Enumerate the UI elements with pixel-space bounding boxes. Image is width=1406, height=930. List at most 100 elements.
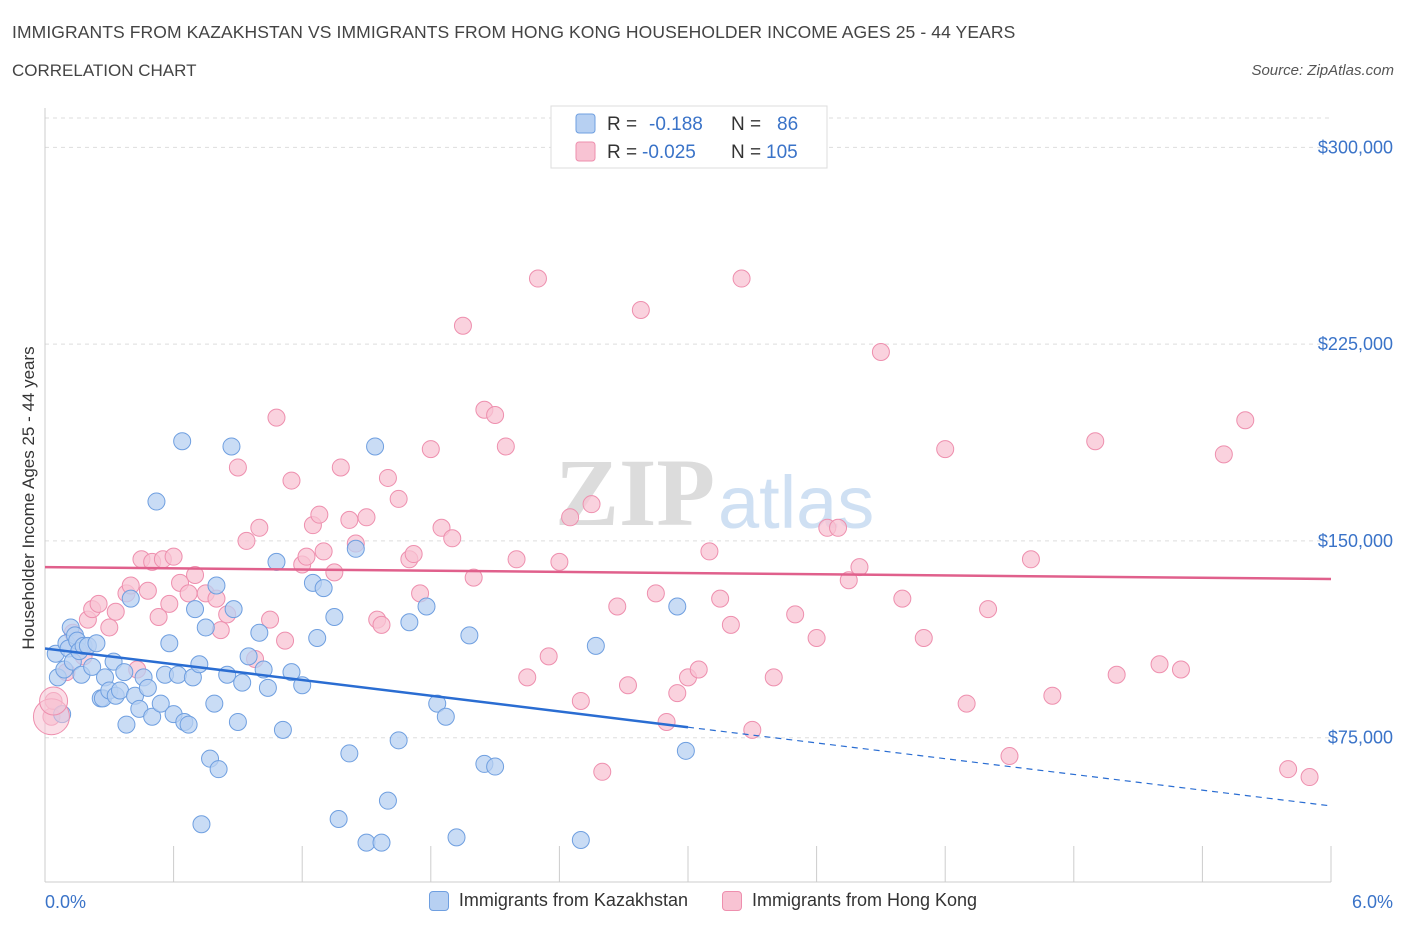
kazakhstan-point xyxy=(282,663,301,682)
hongkong-point xyxy=(261,610,280,629)
legend-r-label: R = xyxy=(607,114,637,135)
hongkong-point xyxy=(528,269,547,288)
hongkong-point xyxy=(297,547,316,566)
kazakhstan-point xyxy=(115,663,134,682)
hongkong-point xyxy=(582,495,601,514)
x-tick-label: 0.0% xyxy=(45,892,86,912)
legend-r-value: -0.025 xyxy=(642,142,696,163)
chart-title: IMMIGRANTS FROM KAZAKHSTAN VS IMMIGRANTS… xyxy=(12,22,1016,42)
kazakhstan-point xyxy=(325,608,344,627)
hongkong-point xyxy=(571,691,590,710)
y-axis-label: Householder Income Ages 25 - 44 years xyxy=(19,346,38,649)
hongkong-point xyxy=(764,668,783,687)
hongkong-point xyxy=(340,510,359,529)
hongkong-point xyxy=(100,618,119,637)
hongkong-point xyxy=(608,597,627,616)
hongkong-point xyxy=(138,581,157,600)
hongkong-point xyxy=(1171,660,1190,679)
hongkong-point xyxy=(149,608,168,627)
legend-n-label: N = xyxy=(731,114,761,135)
y-tick-label: $300,000 xyxy=(1318,137,1393,157)
hongkong-point xyxy=(404,545,423,564)
x-tick-labels: 0.0% 6.0% xyxy=(45,892,1393,912)
hongkong-point xyxy=(314,542,333,561)
kazakhstan-point xyxy=(222,437,241,456)
hongkong-point xyxy=(593,762,612,781)
hongkong-point xyxy=(325,563,344,582)
watermark-zip: ZIP xyxy=(555,439,715,546)
kazakhstan-point xyxy=(586,636,605,655)
legend-swatch-kazakhstan xyxy=(428,890,449,911)
kazakhstan-point xyxy=(428,694,447,713)
legend-item-kazakhstan: Immigrants from Kazakhstan xyxy=(428,890,688,911)
legend-swatch-kazakhstan xyxy=(575,113,596,134)
hongkong-point xyxy=(378,468,397,487)
legend-box: R = -0.188 N = 86 R = -0.025 N = 105 xyxy=(550,105,828,169)
hongkong-point xyxy=(310,505,329,524)
hongkong-point xyxy=(657,712,676,731)
hongkong-point xyxy=(1043,686,1062,705)
kazakhstan-point xyxy=(186,600,205,619)
kazakhstan-point xyxy=(196,618,215,637)
hongkong-point xyxy=(839,571,858,590)
kazakhstan-point xyxy=(205,694,224,713)
kazakhstan-point xyxy=(329,810,348,829)
x-tick-label: 6.0% xyxy=(1352,892,1393,912)
kazakhstan-point xyxy=(143,707,162,726)
hongkong-point xyxy=(1214,445,1233,464)
hongkong-point xyxy=(267,408,286,427)
hongkong-trend-line xyxy=(44,565,1332,581)
kazakhstan-point xyxy=(400,613,419,632)
hongkong-point xyxy=(689,660,708,679)
hongkong-point xyxy=(160,594,179,613)
kazakhstan-point xyxy=(460,626,479,645)
kazakhstan-point xyxy=(233,673,252,692)
y-tick-label: $150,000 xyxy=(1318,531,1393,551)
hongkong-point xyxy=(228,458,247,477)
kazakhstan-point xyxy=(224,600,243,619)
kazakhstan-point xyxy=(314,579,333,598)
hongkong-point xyxy=(700,542,719,561)
hongkong-point xyxy=(389,489,408,508)
hongkong-point xyxy=(518,668,537,687)
kazakhstan-point xyxy=(250,623,269,642)
hongkong-point xyxy=(1236,411,1255,430)
kazakhstan-point xyxy=(147,492,166,511)
grid-lines xyxy=(45,117,1331,739)
legend-n-value: 86 xyxy=(777,114,798,135)
kazakhstan-point xyxy=(378,791,397,810)
kazakhstan-point xyxy=(676,741,695,760)
hongkong-point xyxy=(646,584,665,603)
axes xyxy=(44,108,1332,883)
hongkong-point xyxy=(829,518,848,537)
hongkong-point xyxy=(89,594,108,613)
hongkong-point xyxy=(711,589,730,608)
hongkong-point xyxy=(539,647,558,666)
kazakhstan-point xyxy=(151,694,170,713)
legend-r-value: -0.188 xyxy=(649,114,703,135)
hongkong-point xyxy=(732,269,751,288)
kazakhstan-point xyxy=(340,744,359,763)
hongkong-point xyxy=(496,437,515,456)
kazakhstan-point xyxy=(366,437,385,456)
source-label: Source: ZipAtlas.com xyxy=(1251,62,1394,79)
hongkong-point xyxy=(1086,432,1105,451)
hongkong-point xyxy=(631,301,650,320)
kazakhstan-point xyxy=(486,757,505,776)
hongkong-point xyxy=(276,631,295,650)
chart-subtitle: CORRELATION CHART xyxy=(12,61,197,80)
hongkong-point xyxy=(237,531,256,550)
hongkong-point xyxy=(1279,760,1298,779)
hongkong-point xyxy=(1021,550,1040,569)
kazakhstan-point xyxy=(190,655,209,674)
hongkong-point xyxy=(871,343,890,362)
kazakhstan-point xyxy=(372,833,391,852)
data-points xyxy=(32,269,1319,852)
kazakhstan-point xyxy=(207,576,226,595)
hongkong-point xyxy=(331,458,350,477)
kazakhstan-point xyxy=(357,833,376,852)
legend-n-value: 105 xyxy=(766,142,798,163)
kazakhstan-point xyxy=(83,657,102,676)
kazakhstan-point xyxy=(267,552,286,571)
